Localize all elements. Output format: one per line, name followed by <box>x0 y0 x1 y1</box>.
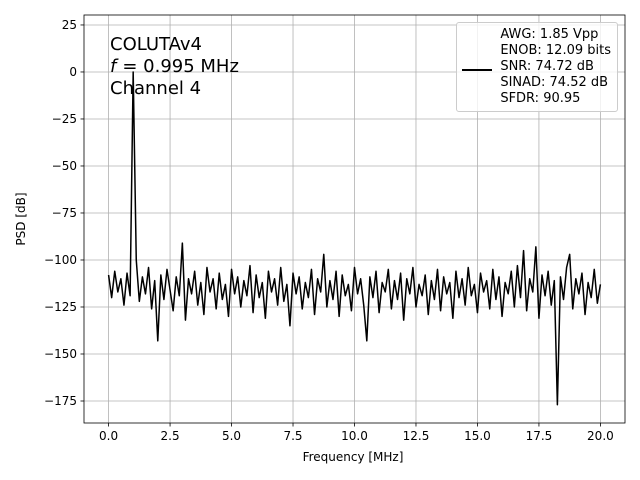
y-tick-label: −25 <box>52 112 77 126</box>
annotation-text: = 0.995 MHz <box>122 56 239 77</box>
y-tick-label: −100 <box>44 253 77 267</box>
y-tick-label: −175 <box>44 394 77 408</box>
x-tick-label: 5.0 <box>222 429 241 443</box>
legend: AWG: 1.85 Vpp ENOB: 12.09 bits SNR: 74.7… <box>456 22 618 112</box>
y-tick-label: −50 <box>52 159 77 173</box>
data-line <box>107 71 602 406</box>
y-tick-label: −75 <box>52 206 77 220</box>
y-tick-label: 25 <box>62 18 77 32</box>
x-tick-label: 2.5 <box>161 429 180 443</box>
y-tick-label: −125 <box>44 300 77 314</box>
x-tick-label: 15.0 <box>464 429 491 443</box>
x-tick-label: 17.5 <box>526 429 553 443</box>
x-tick-label: 0.0 <box>99 429 118 443</box>
annotation: Channel 4 <box>110 78 201 99</box>
x-tick-label: 10.0 <box>341 429 368 443</box>
x-tick-label: 20.0 <box>587 429 614 443</box>
annotation-symbol: f <box>110 56 119 77</box>
plot-frame <box>83 14 626 424</box>
legend-label: AWG: 1.85 Vpp ENOB: 12.09 bits SNR: 74.7… <box>500 27 611 106</box>
x-tick-label: 7.5 <box>283 429 302 443</box>
x-tick-label: 12.5 <box>403 429 430 443</box>
y-axis-label: PSD [dB] <box>14 192 28 245</box>
y-tick-label: 0 <box>69 65 77 79</box>
y-tick-label: −150 <box>44 347 77 361</box>
annotation: f = 0.995 MHz <box>110 56 239 77</box>
x-axis-label: Frequency [MHz] <box>303 450 404 464</box>
annotation: COLUTAv4 <box>110 34 202 55</box>
legend-handle <box>462 69 493 71</box>
